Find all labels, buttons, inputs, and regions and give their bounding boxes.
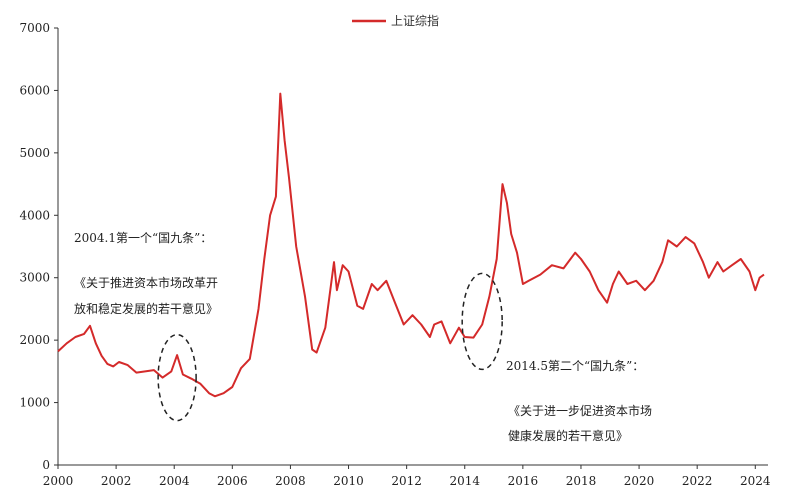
event-ellipse-2004: [157, 333, 197, 422]
legend: 上证综指: [352, 13, 439, 28]
y-tick-label: 7000: [19, 21, 50, 35]
series-line-shanghai-composite: [57, 92, 765, 398]
y-tick-label: 3000: [19, 271, 50, 285]
x-tick-label: 2010: [333, 474, 364, 488]
annotation-2014: 2014.5第二个“国九条”： 《关于进一步促进资本市场 健康发展的若干意见》: [506, 359, 652, 443]
annotation-2014-line-2: 《关于进一步促进资本市场: [508, 403, 652, 418]
y-tick-label: 5000: [19, 146, 50, 160]
annotation-2004-line-1: 2004.1第一个“国九条”：: [74, 231, 212, 245]
x-tick-label: 2016: [508, 474, 539, 488]
y-tick-label: 1000: [19, 396, 50, 410]
y-tick-label: 6000: [19, 83, 50, 97]
y-tick-label: 0: [42, 458, 50, 472]
x-tick-label: 2006: [217, 474, 248, 488]
y-tick-label: 2000: [19, 333, 50, 347]
annotation-2014-line-1: 2014.5第二个“国九条”：: [506, 359, 644, 373]
x-tick-label: 2000: [43, 474, 74, 488]
annotation-2004-line-2: 《关于推进资本市场改革开: [74, 275, 218, 290]
x-tick-label: 2012: [391, 474, 422, 488]
annotation-2004-line-3: 放和稳定发展的若干意见》: [74, 301, 218, 316]
event-ellipse-2014: [461, 272, 503, 371]
x-axis-ticks: 2000 2002 2004 2006 2008 2010 2012 2014 2016 2018…: [43, 465, 771, 488]
y-axis-ticks: 0 1000 2000 3000 4000 5000 6000 7000: [19, 21, 58, 472]
x-tick-label: 2008: [275, 474, 306, 488]
annotation-2014-line-3: 健康发展的若干意见》: [508, 428, 628, 443]
annotation-2004: 2004.1第一个“国九条”： 《关于推进资本市场改革开 放和稳定发展的若干意见…: [74, 231, 218, 316]
x-tick-label: 2004: [159, 474, 190, 488]
x-tick-label: 2024: [740, 474, 771, 488]
x-tick-label: 2014: [449, 474, 480, 488]
x-tick-label: 2020: [624, 474, 655, 488]
x-tick-label: 2002: [101, 474, 132, 488]
x-tick-label: 2022: [682, 474, 713, 488]
legend-label: 上证综指: [391, 13, 439, 28]
y-tick-label: 4000: [19, 208, 50, 222]
x-tick-label: 2018: [566, 474, 597, 488]
